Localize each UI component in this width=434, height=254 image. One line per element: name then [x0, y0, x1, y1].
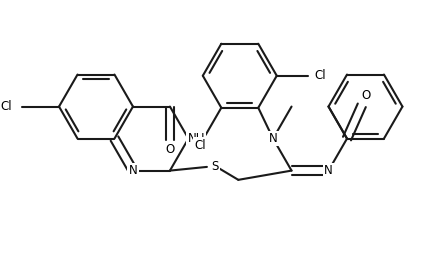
Text: O: O — [165, 143, 174, 156]
Text: Cl: Cl — [194, 139, 206, 152]
Text: NH: NH — [187, 132, 205, 145]
Text: O: O — [361, 89, 370, 102]
Text: N: N — [269, 132, 277, 145]
Text: Cl: Cl — [1, 100, 12, 113]
Text: S: S — [211, 161, 218, 173]
Text: N: N — [128, 164, 137, 177]
Text: N: N — [324, 164, 333, 177]
Text: Cl: Cl — [314, 69, 326, 82]
